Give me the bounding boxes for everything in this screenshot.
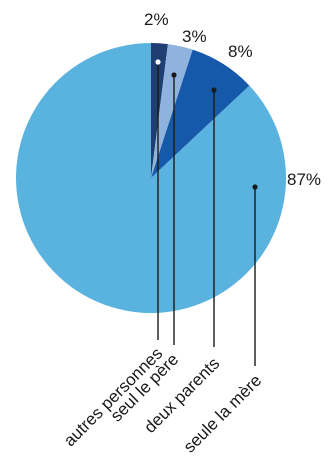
- percent-label-seule-la-mere: 87%: [287, 170, 321, 189]
- percent-label-autres-personnes: 2%: [144, 10, 169, 29]
- pie-slice-deux-parents: [151, 49, 250, 179]
- pie-slice-seule-la-mere: [15, 43, 287, 313]
- leader-dot-seule-la-mere: [252, 184, 258, 190]
- pie-slice-autres-personnes: [151, 43, 168, 178]
- pie-slices: [15, 43, 287, 313]
- leader-dot-seul-le-pere: [171, 72, 177, 78]
- leader-dot-autres-personnes: [155, 59, 161, 65]
- percent-label-seul-le-pere: 3%: [182, 27, 207, 46]
- percent-label-deux-parents: 8%: [228, 42, 253, 61]
- percent-labels: 2% 3% 8% 87%: [144, 10, 321, 189]
- pie-slice-seul-le-pere: [151, 44, 193, 178]
- leader-lines: [155, 59, 258, 366]
- leader-dot-deux-parents: [211, 87, 217, 93]
